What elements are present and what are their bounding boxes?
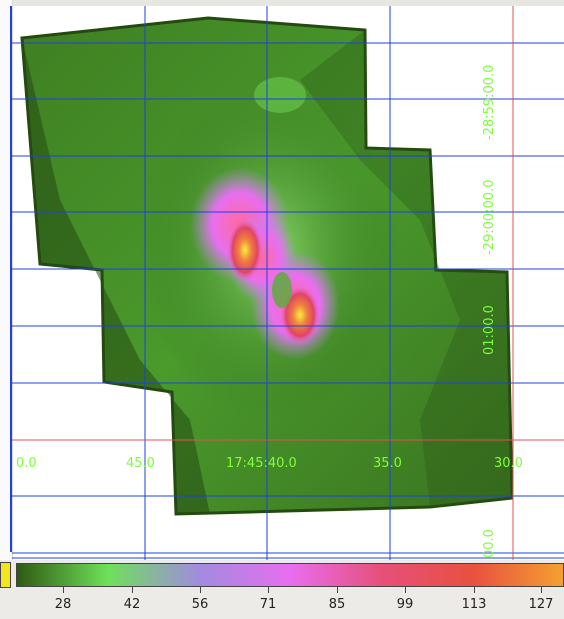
colorbar-tick-label: 127 [528,597,554,612]
colorbar-tick-label: 56 [191,597,209,612]
colorbar-tick-mark [63,587,64,593]
crosshair [12,6,564,560]
dec-label-2900: -29:00:00.0 [482,179,497,255]
dec-label-000: 00.0 [482,529,497,558]
left-panel-edge [0,0,13,560]
image-display-frame[interactable]: 0.0 45.0 17:45:40.0 35.0 30.0 -28:59:00.… [0,0,564,560]
ra-label-1745400: 17:45:40.0 [226,456,297,471]
colorbar-tick-mark [337,587,338,593]
colorbar-tick-label: 42 [123,597,141,612]
ra-label-0: 0.0 [16,456,37,471]
colorbar-tick-mark [405,587,406,593]
colorbar-tick-mark [200,587,201,593]
colorbar-tick-mark [268,587,269,593]
colorbar-max-swatch[interactable] [0,562,11,588]
ra-label-30: 30.0 [494,456,523,471]
colorbar[interactable] [16,563,564,587]
coordinate-grid [12,6,564,560]
ra-label-35: 35.0 [373,456,402,471]
colorbar-tick-mark [541,587,542,593]
dec-label-0100: 01:00.0 [482,305,497,355]
image-canvas[interactable] [0,0,564,560]
colorbar-tick-label: 85 [328,597,346,612]
colorbar-tick-label: 28 [54,597,72,612]
colorbar-tick-mark [132,587,133,593]
ra-label-45: 45.0 [126,456,155,471]
colorbar-tick-label: 99 [396,597,414,612]
frame-top-edge [0,0,564,6]
dec-label-2859: -28:59:00.0 [482,64,497,140]
colorbar-tick-label: 71 [259,597,277,612]
colorbar-tick-label: 113 [461,597,487,612]
colorbar-tick-mark [474,587,475,593]
